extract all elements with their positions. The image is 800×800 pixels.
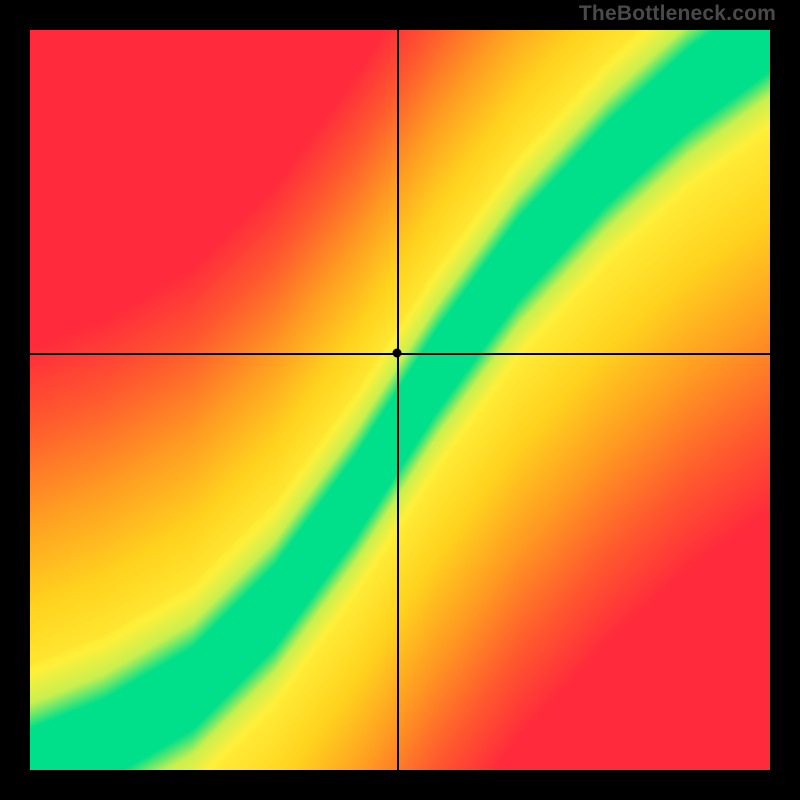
heatmap-plot — [30, 30, 770, 770]
heatmap-canvas — [30, 30, 770, 770]
crosshair-vertical — [397, 30, 399, 770]
data-point-marker — [393, 349, 402, 358]
chart-container: TheBottleneck.com — [0, 0, 800, 800]
watermark-text: TheBottleneck.com — [579, 2, 776, 26]
